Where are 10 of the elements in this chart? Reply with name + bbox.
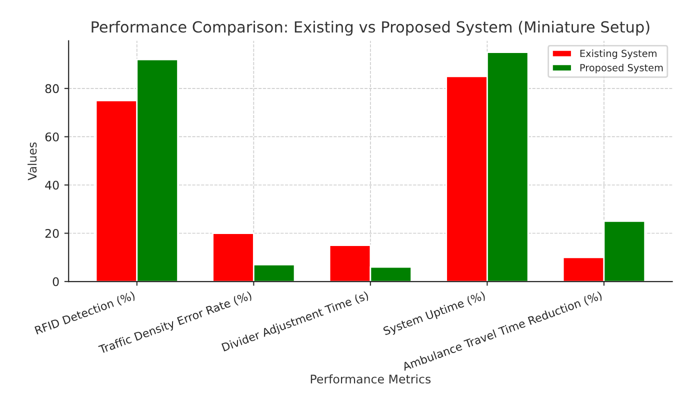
y-tick-label: 40	[45, 180, 59, 190]
legend-label: Proposed System	[580, 64, 663, 74]
y-tick-label: 0	[52, 277, 59, 286]
x-axis-title: Performance Metrics	[310, 374, 431, 384]
legend-label: Existing System	[580, 50, 656, 59]
y-tick-label: 60	[45, 132, 59, 142]
chart-title: Performance Comparison: Existing vs Proposed System (Miniature Setup)	[92, 20, 650, 36]
y-axis-title: Values	[28, 142, 37, 180]
y-tick-label: 80	[45, 84, 59, 94]
y-tick-label: 20	[45, 228, 59, 238]
